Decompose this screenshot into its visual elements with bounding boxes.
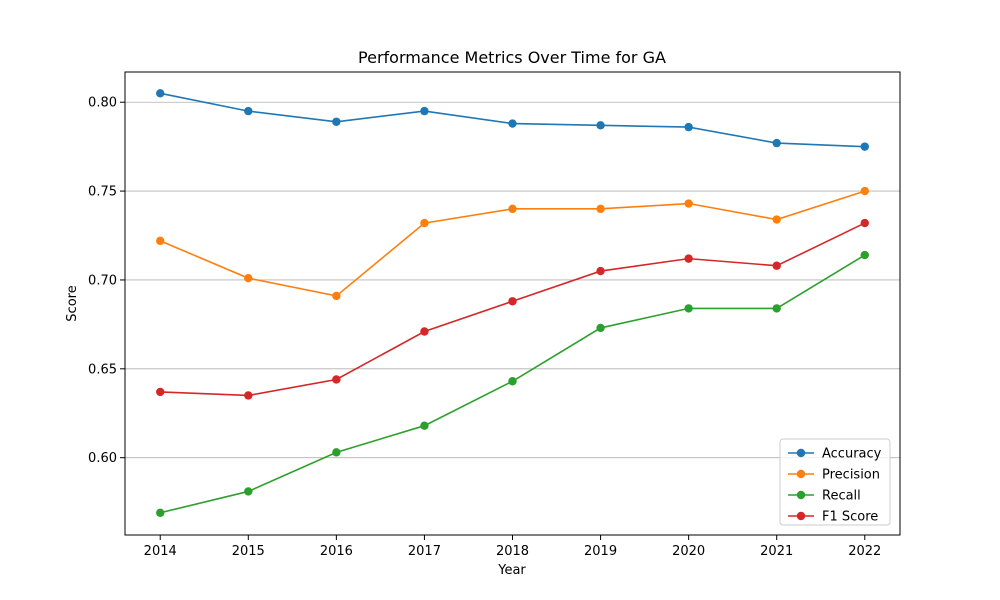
legend-label: F1 Score (822, 510, 878, 525)
data-point-precision (860, 186, 869, 196)
legend-marker-swatch (796, 469, 806, 479)
x-tick-label: 2022 (848, 544, 881, 559)
legend: Accuracy Precision Recall F1 Score (779, 438, 891, 526)
axes: 0.60 0.65 0.70 0.75 0.80 2014 2015 2016 2017 2018… (88, 96, 881, 559)
x-tick-label: 2014 (144, 544, 177, 559)
data-point-f1-score (860, 218, 869, 228)
x-tick-label: 2021 (760, 544, 793, 559)
data-point-f1-score (772, 261, 781, 270)
data-point-f1-score (156, 387, 165, 397)
legend-item-accuracy: Accuracy (788, 447, 882, 462)
x-axis-label: Year (497, 563, 526, 578)
data-point-f1-score (420, 327, 429, 336)
data-point-precision (420, 218, 429, 228)
series-f1-score (156, 218, 869, 400)
y-tick-label: 0.75 (88, 185, 117, 200)
data-point-precision (508, 204, 517, 214)
x-tick-label: 2016 (320, 544, 353, 559)
legend-marker-swatch (796, 511, 806, 521)
data-point-accuracy (684, 122, 693, 132)
plot-frame (124, 71, 901, 536)
y-tick-label: 0.60 (88, 451, 117, 466)
grid-lines (125, 101, 900, 459)
series-precision (156, 186, 869, 301)
chart-title: Performance Metrics Over Time for GA (358, 48, 666, 67)
data-point-accuracy (596, 121, 605, 130)
legend-label: Recall (822, 489, 861, 504)
series-recall (156, 250, 869, 517)
data-point-recall (332, 448, 341, 457)
data-point-precision (772, 215, 781, 224)
series-group (156, 89, 869, 517)
legend-item-f1-score: F1 Score (788, 510, 878, 525)
data-point-recall (244, 487, 253, 496)
y-tick-label: 0.70 (88, 273, 117, 288)
data-point-recall (860, 250, 869, 260)
data-point-recall (156, 508, 165, 517)
data-point-accuracy (420, 106, 429, 116)
legend-item-recall: Recall (788, 489, 861, 504)
legend-marker-swatch (796, 448, 806, 458)
data-point-precision (332, 291, 341, 301)
data-point-accuracy (244, 106, 253, 116)
data-point-recall (772, 304, 781, 313)
x-tick-label: 2015 (232, 544, 265, 559)
data-point-precision (684, 199, 693, 208)
legend-label: Precision (822, 468, 880, 483)
legend-label: Accuracy (822, 447, 882, 462)
data-point-recall (508, 377, 517, 386)
legend-item-precision: Precision (788, 468, 880, 483)
data-point-accuracy (508, 119, 517, 128)
data-point-precision (156, 236, 165, 246)
data-point-f1-score (684, 254, 693, 263)
data-point-accuracy (772, 138, 781, 148)
data-point-f1-score (596, 266, 605, 276)
data-point-f1-score (332, 375, 341, 384)
y-tick-label: 0.65 (88, 362, 117, 377)
series-line-f1-score (160, 222, 866, 397)
data-point-f1-score (244, 391, 253, 400)
data-point-precision (596, 204, 605, 214)
series-accuracy (156, 89, 869, 151)
legend-marker-swatch (796, 490, 806, 500)
data-point-recall (420, 421, 429, 430)
data-point-precision (244, 273, 253, 283)
data-point-accuracy (860, 142, 869, 151)
data-point-recall (596, 323, 605, 333)
x-tick-label: 2017 (408, 544, 441, 559)
x-tick-label: 2020 (672, 544, 705, 559)
y-axis-label: Score (65, 285, 80, 321)
data-point-recall (684, 304, 693, 313)
y-tick-label: 0.80 (88, 96, 117, 111)
data-point-accuracy (156, 89, 165, 98)
legend-box (779, 438, 891, 526)
data-point-f1-score (508, 297, 517, 306)
x-tick-label: 2019 (584, 544, 617, 559)
x-tick-label: 2018 (496, 544, 529, 559)
data-point-accuracy (332, 117, 341, 126)
